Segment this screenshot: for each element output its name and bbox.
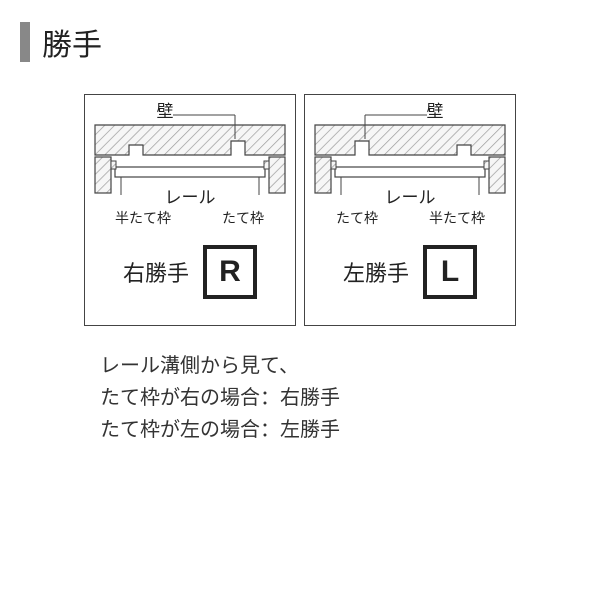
wall-shape <box>315 125 505 155</box>
caption-line: たて枠が右の場合：右勝手 <box>100 382 580 414</box>
frame-label: たて枠 <box>222 210 264 226</box>
rail-label-text: レール <box>165 188 216 207</box>
rail-label-text: レール <box>385 188 436 207</box>
title-text: 勝手 <box>42 20 102 64</box>
diagram-panels: 壁 レール 半たて枠 たて枠 右勝手 R <box>20 94 580 326</box>
left-post <box>315 157 331 193</box>
panel-left: 壁 レール たて枠 半たて枠 左勝手 L <box>304 94 516 326</box>
right-post <box>489 157 505 193</box>
half-frame-label: 半たて枠 <box>115 210 171 226</box>
left-post <box>95 157 111 193</box>
hand-label: 左勝手 <box>343 256 409 288</box>
half-frame-label: 半たて枠 <box>429 210 485 226</box>
title-accent-bar <box>20 22 30 62</box>
caption-line: たて枠が左の場合：左勝手 <box>100 414 580 446</box>
wall-label-text: 壁 <box>427 102 444 121</box>
panel-right: 壁 レール 半たて枠 たて枠 右勝手 R <box>84 94 296 326</box>
wall-label-text: 壁 <box>157 102 174 121</box>
left-post-nib <box>111 161 116 169</box>
caption-block: レール溝側から見て、 たて枠が右の場合：右勝手 たて枠が左の場合：左勝手 <box>100 350 580 446</box>
letter-box: L <box>423 245 477 299</box>
wall-shape <box>95 125 285 155</box>
rail-shape <box>115 167 265 177</box>
rail-shape <box>335 167 485 177</box>
left-post-nib <box>331 161 336 169</box>
right-post-nib <box>484 161 489 169</box>
right-post <box>269 157 285 193</box>
caption-line: レール溝側から見て、 <box>100 350 580 382</box>
diagram-left: 壁 レール たて枠 半たて枠 <box>305 95 515 225</box>
panel-footer-left: 左勝手 L <box>305 245 515 299</box>
frame-label: たて枠 <box>336 210 378 226</box>
hand-label: 右勝手 <box>123 256 189 288</box>
diagram-right: 壁 レール 半たて枠 たて枠 <box>85 95 295 225</box>
letter-box: R <box>203 245 257 299</box>
right-post-nib <box>264 161 269 169</box>
section-title: 勝手 <box>20 20 580 64</box>
panel-footer-right: 右勝手 R <box>85 245 295 299</box>
